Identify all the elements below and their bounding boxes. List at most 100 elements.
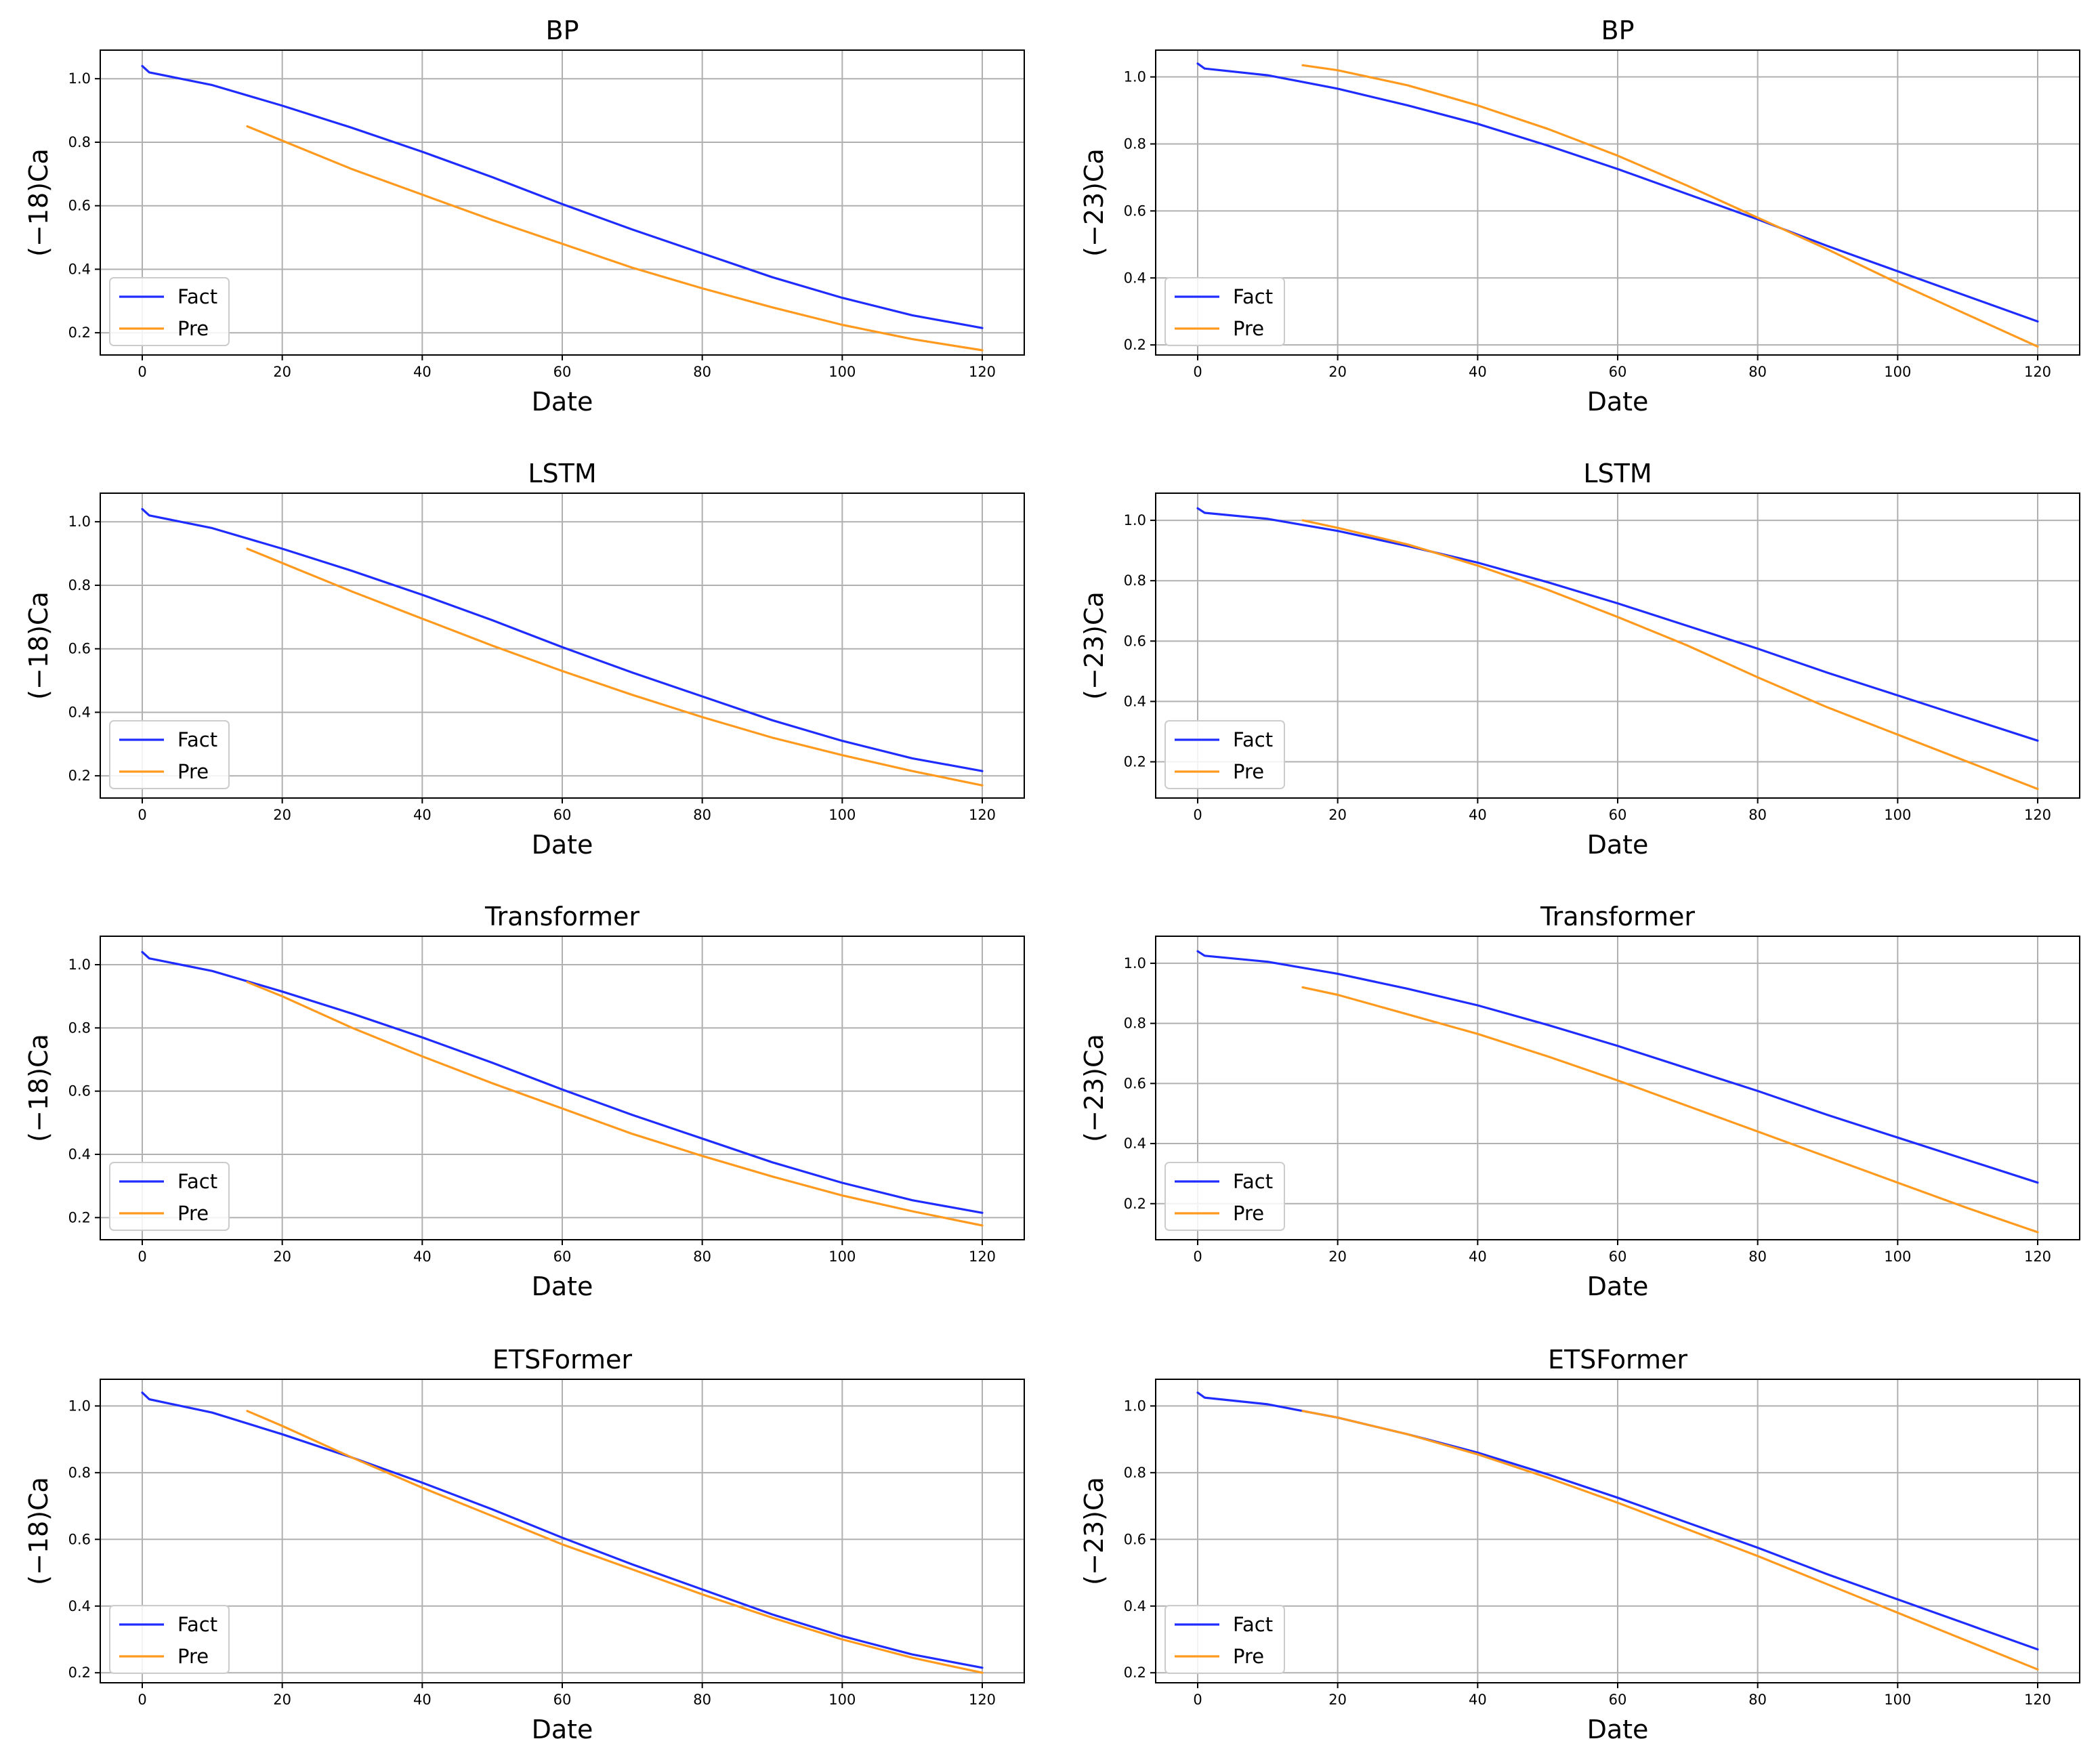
x-tick-label: 0 — [138, 807, 146, 823]
legend-label-pre: Pre — [177, 1202, 209, 1225]
y-tick-label: 0.8 — [1124, 1015, 1146, 1032]
y-tick-label: 1.0 — [1124, 69, 1146, 85]
x-tick-label: 100 — [1884, 807, 1911, 823]
x-tick-label: 100 — [828, 807, 856, 823]
legend: Fact Pre — [1164, 1162, 1285, 1231]
y-axis-label: (−23)Ca — [1079, 591, 1109, 700]
x-tick-label: 0 — [1193, 364, 1202, 380]
x-tick-label: 60 — [1609, 1249, 1627, 1265]
panel-title: Transformer — [484, 902, 639, 931]
series-line-fact — [1196, 1391, 2039, 1651]
series-line-fact — [141, 950, 984, 1214]
chart-panel: 0 20 40 60 80 100 120 0.2 0.4 0.6 0.8 1.0 LSTM Date (−… — [1079, 459, 2080, 860]
x-tick-label: 80 — [1748, 807, 1767, 823]
panel-title: ETSFormer — [492, 1345, 632, 1375]
x-tick-label: 60 — [1609, 364, 1627, 380]
x-axis-label: Date — [1587, 1272, 1649, 1301]
y-tick-label: 0.2 — [68, 1664, 91, 1681]
y-tick-label: 0.6 — [1124, 203, 1146, 219]
x-tick-label: 20 — [1328, 807, 1347, 823]
chart-panel: 0 20 40 60 80 100 120 0.2 0.4 0.6 0.8 1.0 ETSFormer D… — [1079, 1345, 2080, 1744]
chart-panel: 0 20 40 60 80 100 120 0.2 0.4 0.6 0.8 1.0 Transforme… — [24, 902, 1025, 1301]
y-tick-label: 0.2 — [68, 324, 91, 341]
legend-label-pre: Pre — [177, 1645, 209, 1668]
x-tick-label: 100 — [828, 364, 856, 380]
legend-label-fact: Fact — [177, 1613, 217, 1636]
x-tick-label: 120 — [2024, 364, 2051, 380]
chart-panel: 0 20 40 60 80 100 120 0.2 0.4 0.6 0.8 1.0 BP Date (−18… — [24, 16, 1025, 417]
y-axis-label: (−23)Ca — [1079, 1477, 1109, 1585]
y-tick-label: 0.8 — [1124, 572, 1146, 589]
y-tick-label: 1.0 — [68, 70, 91, 87]
panel-title: BP — [1601, 16, 1635, 45]
x-tick-label: 80 — [693, 1249, 711, 1265]
legend-label-pre: Pre — [1233, 317, 1264, 340]
y-axis-label: (−18)Ca — [24, 1477, 54, 1585]
x-tick-label: 120 — [969, 1249, 996, 1265]
y-tick-label: 0.4 — [68, 1598, 91, 1614]
y-tick-label: 0.6 — [68, 198, 91, 214]
y-axis-label: (−18)Ca — [24, 148, 54, 257]
x-tick-label: 80 — [1748, 1692, 1767, 1708]
x-tick-label: 80 — [693, 364, 711, 380]
legend-label-pre: Pre — [1233, 760, 1264, 783]
panel-title: Transformer — [1540, 902, 1695, 931]
x-tick-label: 60 — [553, 1692, 572, 1708]
legend-label-pre: Pre — [1233, 1202, 1264, 1225]
y-tick-label: 0.2 — [1124, 1664, 1146, 1681]
x-tick-label: 40 — [1469, 807, 1487, 823]
series-line-fact — [1196, 507, 2039, 742]
legend: Fact Pre — [109, 720, 230, 789]
x-tick-label: 100 — [1884, 1249, 1911, 1265]
x-axis-label: Date — [532, 1272, 593, 1301]
x-tick-label: 40 — [413, 807, 432, 823]
y-tick-label: 1.0 — [1124, 1398, 1146, 1414]
y-tick-label: 0.4 — [68, 704, 91, 720]
legend-label-pre: Pre — [177, 760, 209, 783]
panel-title: LSTM — [528, 459, 596, 488]
x-tick-label: 40 — [1469, 1249, 1487, 1265]
x-tick-label: 0 — [1193, 1249, 1202, 1265]
x-axis-label: Date — [532, 387, 593, 417]
x-tick-label: 40 — [413, 1249, 432, 1265]
x-axis-label: Date — [1587, 387, 1649, 417]
x-tick-label: 0 — [138, 1692, 146, 1708]
x-tick-label: 120 — [969, 807, 996, 823]
x-tick-label: 60 — [1609, 1692, 1627, 1708]
series-line-pre — [246, 125, 984, 352]
panel-title: LSTM — [1583, 459, 1652, 488]
legend-label-fact: Fact — [1233, 1170, 1273, 1193]
legend-label-fact: Fact — [177, 285, 217, 308]
x-tick-label: 0 — [1193, 1692, 1202, 1708]
chart-panel: 0 20 40 60 80 100 120 0.2 0.4 0.6 0.8 1.0 Transforme… — [1079, 902, 2080, 1301]
x-tick-label: 60 — [553, 364, 572, 380]
y-tick-label: 0.2 — [1124, 1196, 1146, 1212]
x-tick-label: 100 — [1884, 364, 1911, 380]
y-tick-label: 0.6 — [68, 1083, 91, 1099]
y-tick-label: 0.6 — [1124, 1531, 1146, 1547]
x-tick-label: 20 — [273, 364, 291, 380]
chart-panel: 0 20 40 60 80 100 120 0.2 0.4 0.6 0.8 1.0 BP Date (−23… — [1079, 16, 2080, 417]
x-tick-label: 60 — [553, 807, 572, 823]
series-line-pre — [1301, 986, 2039, 1234]
x-tick-label: 20 — [273, 1692, 291, 1708]
legend-label-fact: Fact — [1233, 1613, 1273, 1636]
y-tick-label: 1.0 — [68, 1398, 91, 1414]
x-tick-label: 100 — [828, 1249, 856, 1265]
x-tick-label: 80 — [693, 807, 711, 823]
y-tick-label: 1.0 — [1124, 512, 1146, 528]
y-axis-label: (−23)Ca — [1079, 1034, 1109, 1142]
x-tick-label: 0 — [1193, 807, 1202, 823]
x-tick-label: 60 — [1609, 807, 1627, 823]
series-line-pre — [1301, 519, 2039, 791]
x-axis-label: Date — [532, 1715, 593, 1744]
y-tick-label: 0.8 — [68, 577, 91, 593]
y-tick-label: 0.2 — [1124, 337, 1146, 353]
series-line-fact — [141, 1391, 984, 1669]
x-axis-label: Date — [532, 830, 593, 860]
x-tick-label: 120 — [2024, 1249, 2051, 1265]
x-tick-label: 80 — [1748, 1249, 1767, 1265]
y-tick-label: 0.2 — [68, 768, 91, 784]
x-tick-label: 20 — [1328, 1692, 1347, 1708]
